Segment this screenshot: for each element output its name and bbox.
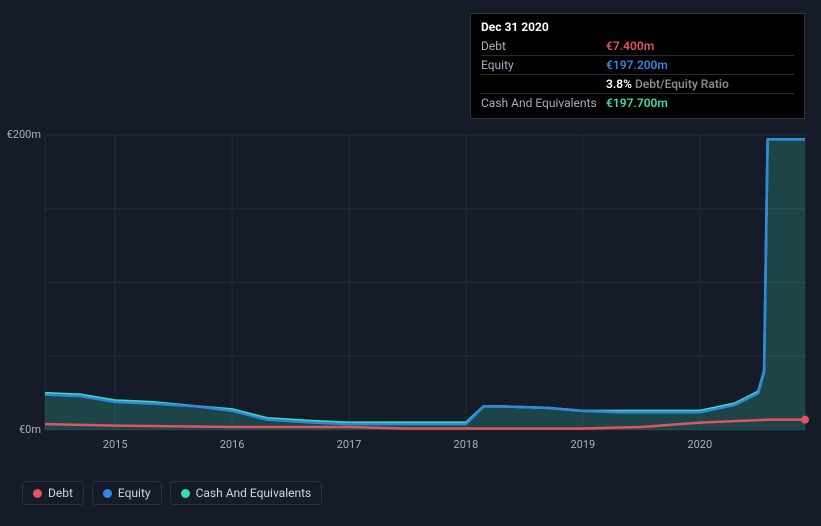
y-tick-label: €200m bbox=[7, 128, 41, 141]
series-line bbox=[45, 139, 805, 422]
tooltip-row: 3.8% Debt/Equity Ratio bbox=[481, 75, 794, 94]
tooltip-value: €197.200m bbox=[606, 58, 668, 72]
tooltip-label: Equity bbox=[481, 58, 606, 72]
tooltip-date: Dec 31 2020 bbox=[481, 20, 794, 37]
x-tick-label: 2020 bbox=[687, 438, 712, 451]
chart-tooltip: Dec 31 2020 Debt €7.400m Equity €197.200… bbox=[470, 13, 805, 119]
tooltip-row: Cash And Equivalents €197.700m bbox=[481, 94, 794, 112]
legend-dot-icon bbox=[103, 489, 112, 498]
y-tick-label: €0m bbox=[19, 423, 41, 436]
legend-label: Cash And Equivalents bbox=[196, 486, 312, 500]
legend-dot-icon bbox=[33, 489, 42, 498]
x-tick-label: 2019 bbox=[570, 438, 595, 451]
tooltip-row: Equity €197.200m bbox=[481, 56, 794, 75]
series-end-dot bbox=[801, 416, 809, 424]
tooltip-label: Debt bbox=[481, 39, 606, 53]
chart-legend: Debt Equity Cash And Equivalents bbox=[22, 481, 322, 505]
tooltip-row: Debt €7.400m bbox=[481, 37, 794, 56]
x-tick-label: 2018 bbox=[454, 438, 479, 451]
x-tick-label: 2016 bbox=[220, 438, 245, 451]
legend-item[interactable]: Cash And Equivalents bbox=[170, 481, 323, 505]
tooltip-value: €197.700m bbox=[606, 96, 668, 110]
series-line bbox=[45, 139, 805, 424]
legend-dot-icon bbox=[181, 489, 190, 498]
tooltip-label: Cash And Equivalents bbox=[481, 96, 606, 110]
x-tick-label: 2015 bbox=[103, 438, 128, 451]
tooltip-value: 3.8% Debt/Equity Ratio bbox=[606, 77, 729, 91]
legend-label: Debt bbox=[48, 486, 73, 500]
tooltip-value: €7.400m bbox=[606, 39, 654, 53]
legend-label: Equity bbox=[118, 486, 151, 500]
legend-item[interactable]: Equity bbox=[92, 481, 162, 505]
tooltip-label bbox=[481, 77, 606, 91]
legend-item[interactable]: Debt bbox=[22, 481, 84, 505]
x-tick-label: 2017 bbox=[337, 438, 362, 451]
